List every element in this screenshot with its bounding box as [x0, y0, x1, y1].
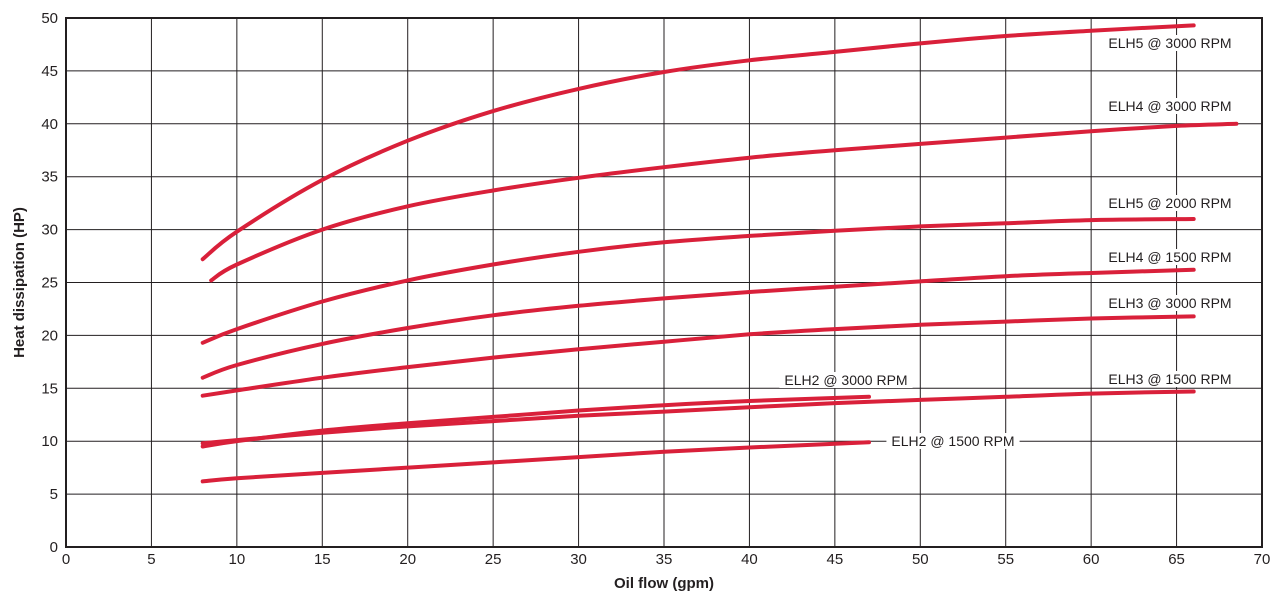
x-tick-label: 45: [827, 551, 844, 568]
x-tick-label: 70: [1254, 551, 1271, 568]
x-tick-label: 55: [997, 551, 1014, 568]
series-label-background: [1103, 195, 1237, 211]
series-line-3: [200, 267, 1196, 380]
x-tick-label: 20: [399, 551, 416, 568]
series-label-6: ELH3 @ 1500 RPM: [1108, 371, 1231, 387]
series-label-3: ELH4 @ 1500 RPM: [1108, 249, 1231, 265]
grid-lines: [66, 18, 1262, 547]
series-label-background: [1103, 371, 1237, 387]
y-tick-labels: 0 5 10 15 20 25 30 35 40 45 50: [41, 10, 58, 556]
x-tick-labels: 0 5 10 15 20 25 30 35 40 45 50 55 60 65 70: [62, 551, 1271, 568]
x-tick-label: 10: [229, 551, 246, 568]
series-line-4: [200, 314, 1196, 398]
series-label-background: [1103, 295, 1237, 311]
x-tick-label: 60: [1083, 551, 1100, 568]
y-axis-title: Heat dissipation (HP): [11, 207, 28, 358]
series-line-0: [200, 23, 1196, 262]
series-label-group-6: ELH3 @ 1500 RPM: [1103, 371, 1237, 387]
x-tick-label: 0: [62, 551, 70, 568]
x-tick-label: 30: [570, 551, 587, 568]
series-labels: ELH5 @ 3000 RPM ELH4 @ 3000 RPM ELH5 @ 200…: [779, 35, 1237, 449]
y-tick-label: 40: [41, 116, 58, 133]
y-tick-label: 45: [41, 63, 58, 80]
x-tick-label: 50: [912, 551, 929, 568]
x-tick-label: 65: [1168, 551, 1185, 568]
series-line-7: [200, 440, 871, 484]
y-tick-label: 0: [50, 539, 58, 556]
series-line-6: [200, 389, 1196, 446]
series-label-background: [1103, 35, 1237, 51]
y-tick-label: 15: [41, 380, 58, 397]
x-tick-label: 5: [147, 551, 155, 568]
series-label-group-4: ELH3 @ 3000 RPM: [1103, 295, 1237, 311]
series-lines: [200, 23, 1239, 484]
series-line-5: [200, 394, 871, 449]
series-label-0: ELH5 @ 3000 RPM: [1108, 35, 1231, 51]
series-label-group-2: ELH5 @ 2000 RPM: [1103, 195, 1237, 211]
series-label-group-5: ELH2 @ 3000 RPM: [779, 372, 913, 388]
series-label-1: ELH4 @ 3000 RPM: [1108, 98, 1231, 114]
plot-frame: [65, 17, 1263, 548]
x-axis-title: Oil flow (gpm): [614, 575, 714, 592]
y-tick-label: 50: [41, 10, 58, 27]
x-tick-label: 35: [656, 551, 673, 568]
series-label-background: [779, 372, 913, 388]
y-tick-label: 30: [41, 222, 58, 239]
y-tick-label: 20: [41, 327, 58, 344]
series-label-4: ELH3 @ 3000 RPM: [1108, 295, 1231, 311]
series-label-group-7: ELH2 @ 1500 RPM: [886, 433, 1020, 449]
series-label-group-0: ELH5 @ 3000 RPM: [1103, 35, 1237, 51]
series-label-background: [886, 433, 1020, 449]
series-line-1: [209, 121, 1239, 283]
series-label-group-1: ELH4 @ 3000 RPM: [1103, 98, 1237, 114]
y-tick-label: 35: [41, 169, 58, 186]
y-tick-label: 25: [41, 275, 58, 292]
x-tick-label: 25: [485, 551, 502, 568]
series-label-5: ELH2 @ 3000 RPM: [784, 372, 907, 388]
y-tick-label: 10: [41, 433, 58, 450]
y-tick-label: 5: [50, 486, 58, 503]
series-label-group-3: ELH4 @ 1500 RPM: [1103, 249, 1237, 265]
series-line-2: [200, 217, 1196, 345]
series-label-2: ELH5 @ 2000 RPM: [1108, 195, 1231, 211]
series-label-background: [1103, 98, 1237, 114]
series-label-background: [1103, 249, 1237, 265]
series-label-7: ELH2 @ 1500 RPM: [891, 433, 1014, 449]
x-tick-label: 40: [741, 551, 758, 568]
x-tick-label: 15: [314, 551, 331, 568]
